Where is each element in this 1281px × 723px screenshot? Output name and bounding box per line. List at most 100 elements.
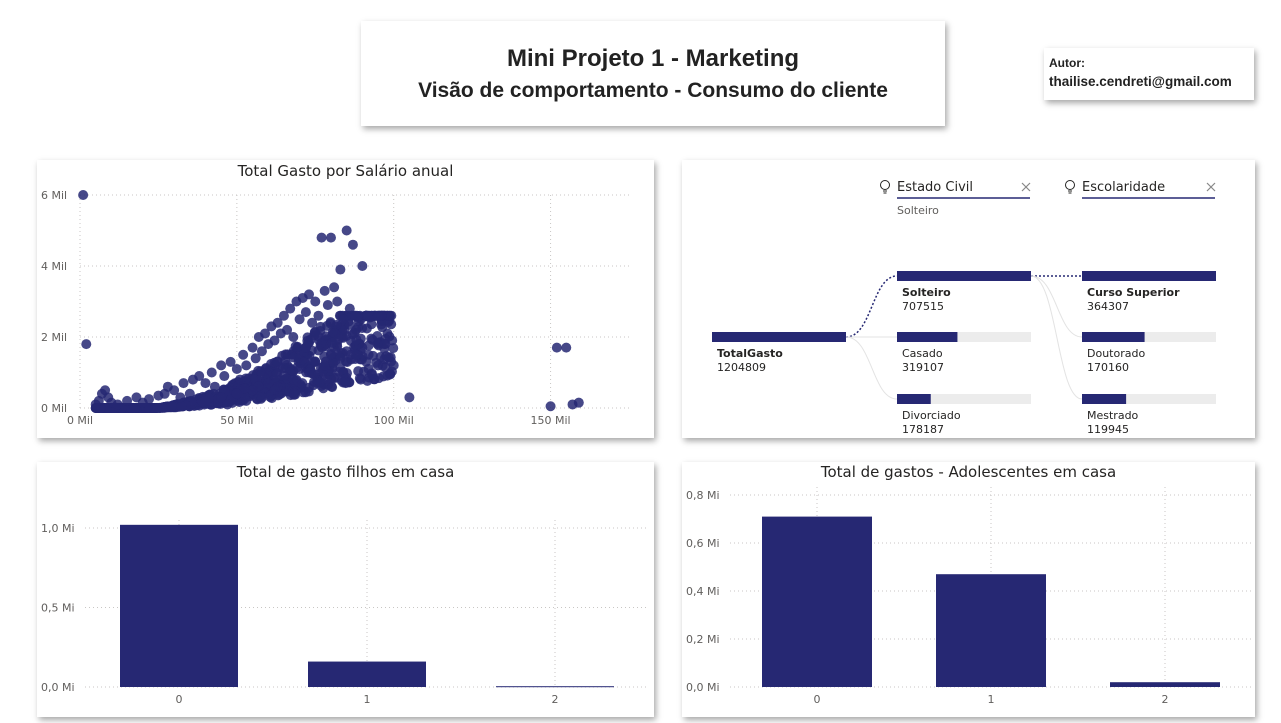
scatter-point[interactable]	[169, 385, 180, 396]
scatter-point[interactable]	[300, 342, 311, 353]
scatter-point[interactable]	[335, 264, 346, 275]
scatter-point[interactable]	[363, 349, 374, 360]
scatter-point[interactable]	[387, 335, 398, 346]
scatter-point[interactable]	[222, 399, 233, 410]
scatter-point[interactable]	[304, 289, 315, 300]
level1-bar[interactable]	[897, 271, 1031, 281]
scatter-point[interactable]	[247, 342, 258, 353]
scatter-point[interactable]	[344, 303, 355, 314]
scatter-point[interactable]	[310, 356, 321, 367]
scatter-point[interactable]	[285, 303, 296, 314]
filter-header-escolaridade[interactable]: Escolaridade	[1065, 180, 1216, 199]
scatter-point[interactable]	[385, 369, 396, 380]
scatter-card[interactable]: Total Gasto por Salário anual 0 Mil 2 Mil…	[37, 160, 654, 438]
scatter-point[interactable]	[367, 369, 378, 380]
scatter-point[interactable]	[122, 395, 133, 406]
scatter-chart[interactable]: 0 Mil 2 Mil 4 Mil 6 Mil 0 Mil 50 Mil 100 Mil 15…	[37, 160, 654, 438]
scatter-point[interactable]	[300, 307, 311, 318]
scatter-point[interactable]	[372, 331, 383, 342]
decomposition-tree-card[interactable]: Estado Civil Solteiro Escolaridade Total…	[682, 160, 1255, 438]
scatter-point[interactable]	[297, 378, 308, 389]
scatter-point[interactable]	[288, 332, 299, 342]
scatter-point[interactable]	[341, 346, 352, 357]
scatter-point[interactable]	[339, 376, 350, 387]
scatter-point[interactable]	[225, 356, 236, 367]
scatter-point[interactable]	[351, 349, 362, 360]
scatter-point[interactable]	[325, 232, 336, 243]
scatter-point[interactable]	[322, 300, 333, 311]
scatter-point[interactable]	[341, 225, 352, 236]
scatter-point[interactable]	[310, 296, 321, 307]
bar[interactable]	[936, 574, 1046, 687]
scatter-point[interactable]	[157, 402, 168, 413]
root-bar[interactable]	[712, 332, 846, 342]
scatter-point[interactable]	[366, 319, 377, 330]
scatter-point[interactable]	[78, 190, 89, 200]
scatter-point[interactable]	[357, 261, 368, 271]
scatter-point[interactable]	[388, 360, 399, 371]
scatter-point[interactable]	[178, 378, 189, 389]
scatter-point[interactable]	[112, 399, 123, 410]
scatter-point[interactable]	[256, 392, 267, 403]
scatter-point[interactable]	[200, 378, 211, 389]
scatter-point[interactable]	[175, 392, 186, 403]
filter-header-estado-civil[interactable]: Estado Civil Solteiro	[880, 180, 1031, 217]
scatter-point[interactable]	[294, 314, 305, 325]
close-icon[interactable]	[1206, 182, 1216, 192]
bar[interactable]	[496, 686, 614, 688]
scatter-point[interactable]	[206, 367, 217, 378]
bar[interactable]	[120, 524, 238, 687]
scatter-point[interactable]	[271, 356, 282, 367]
scatter-point[interactable]	[573, 397, 584, 408]
scatter-point[interactable]	[166, 401, 177, 412]
scatter-point[interactable]	[261, 368, 272, 379]
scatter-point[interactable]	[288, 374, 299, 385]
scatter-point[interactable]	[272, 317, 283, 328]
scatter-point[interactable]	[388, 343, 399, 354]
scatter-point[interactable]	[316, 338, 327, 349]
scatter-point[interactable]	[81, 339, 92, 350]
scatter-point[interactable]	[313, 310, 324, 321]
scatter-point[interactable]	[260, 328, 271, 339]
scatter-point[interactable]	[383, 352, 394, 363]
scatter-point[interactable]	[404, 392, 415, 403]
level2-bar[interactable]	[1082, 394, 1127, 404]
scatter-point[interactable]	[352, 310, 363, 321]
scatter-point[interactable]	[278, 371, 289, 382]
scatter-point[interactable]	[144, 394, 155, 405]
scatter-point[interactable]	[194, 371, 205, 382]
scatter-point[interactable]	[332, 296, 343, 307]
scatter-point[interactable]	[379, 339, 390, 350]
scatter-point[interactable]	[561, 342, 572, 353]
scatter-point[interactable]	[263, 378, 274, 389]
scatter-point[interactable]	[551, 342, 562, 353]
scatter-point[interactable]	[288, 352, 299, 363]
scatter-point[interactable]	[241, 360, 252, 371]
scatter-point[interactable]	[209, 381, 220, 392]
scatter-point[interactable]	[376, 310, 387, 321]
scatter-point[interactable]	[129, 403, 140, 413]
scatter-point[interactable]	[200, 395, 211, 406]
scatter-point[interactable]	[357, 342, 368, 353]
scatter-point[interactable]	[338, 314, 349, 325]
scatter-point[interactable]	[278, 310, 289, 321]
scatter-point[interactable]	[545, 401, 556, 412]
level1-bar[interactable]	[897, 394, 931, 404]
scatter-point[interactable]	[250, 353, 261, 364]
scatter-point[interactable]	[269, 335, 280, 346]
bar[interactable]	[308, 661, 426, 687]
scatter-point[interactable]	[315, 321, 326, 332]
scatter-point[interactable]	[283, 362, 294, 373]
decomposition-tree[interactable]: Estado Civil Solteiro Escolaridade Total…	[682, 160, 1255, 438]
bar[interactable]	[1110, 682, 1220, 687]
scatter-point[interactable]	[247, 385, 258, 396]
scatter-point[interactable]	[238, 349, 249, 360]
scatter-point[interactable]	[316, 232, 327, 243]
scatter-point[interactable]	[304, 367, 315, 378]
scatter-point[interactable]	[325, 349, 336, 360]
scatter-point[interactable]	[256, 346, 267, 357]
scatter-point[interactable]	[329, 282, 340, 293]
bar-chart-filhos[interactable]: 0,0 Mi 0,5 Mi 1,0 Mi 0 1 2	[37, 462, 654, 717]
scatter-point[interactable]	[326, 337, 337, 348]
scatter-point[interactable]	[355, 374, 366, 385]
